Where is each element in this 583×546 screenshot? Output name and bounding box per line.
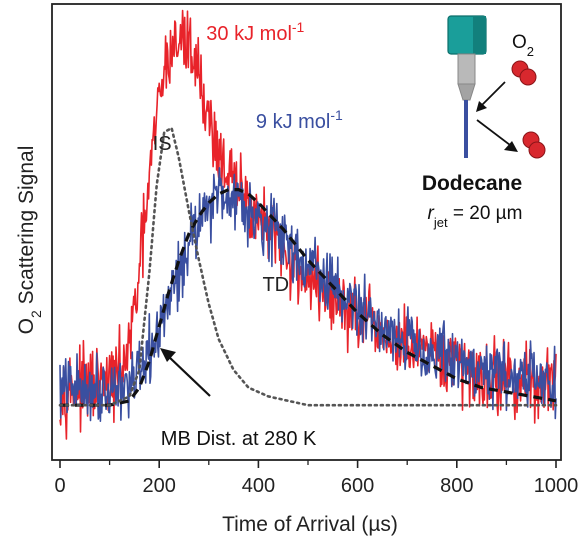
nozzle-shaft — [457, 53, 476, 85]
mb-arrowhead — [160, 348, 176, 362]
series-line-td — [60, 188, 557, 407]
nozzle-tip — [457, 83, 476, 101]
annotation-td: TD — [262, 274, 289, 296]
annotation-9kj: 9 kJ mol-1 — [256, 107, 343, 133]
scattered-arrowhead — [504, 141, 518, 152]
series-line-9-kj-mol-1 — [59, 167, 557, 422]
fit-layer — [58, 125, 558, 407]
annotation-layer: 30 kJ mol-1 9 kJ mol-1 IS TD MB Dist. at… — [153, 19, 343, 450]
x-axis-ticks: 0 200 400 600 800 1000 — [54, 460, 578, 497]
x-tick-label: 200 — [143, 475, 176, 497]
jet-inset: O2 Dodecane rjet = 20 µm — [422, 15, 546, 230]
x-axis-title: Time of Arrival (µs) — [222, 513, 398, 536]
incoming-arrow — [480, 81, 506, 107]
x-tick-label: 1000 — [534, 475, 579, 497]
annotation-30kj: 30 kJ mol-1 — [206, 19, 304, 45]
solvent-label: Dodecane — [422, 172, 522, 195]
o2-molecule-incoming — [511, 60, 537, 86]
incoming-arrowhead — [476, 101, 487, 112]
annotation-is: IS — [153, 133, 172, 155]
scattered-arrow — [476, 119, 511, 146]
x-tick-label: 800 — [440, 475, 473, 497]
annotation-mb-dist: MB Dist. at 280 K — [161, 428, 317, 450]
series-line-is — [58, 125, 558, 407]
nozzle-collar-shade — [473, 16, 486, 54]
x-tick-label: 600 — [341, 475, 374, 497]
x-tick-label: 400 — [242, 475, 275, 497]
y-axis-title: O2 Scattering Signal — [15, 146, 44, 335]
series-line-30-kj-mol-1 — [59, 9, 557, 440]
plot-frame — [51, 3, 562, 461]
o2-molecule-scattered — [522, 131, 546, 159]
jet-radius-label: rjet = 20 µm — [428, 203, 523, 230]
liquid-jet — [464, 100, 468, 158]
mb-arrow — [167, 355, 211, 397]
o2-label: O2 — [512, 32, 534, 59]
x-tick-label: 0 — [54, 475, 65, 497]
series-layer — [59, 9, 557, 440]
